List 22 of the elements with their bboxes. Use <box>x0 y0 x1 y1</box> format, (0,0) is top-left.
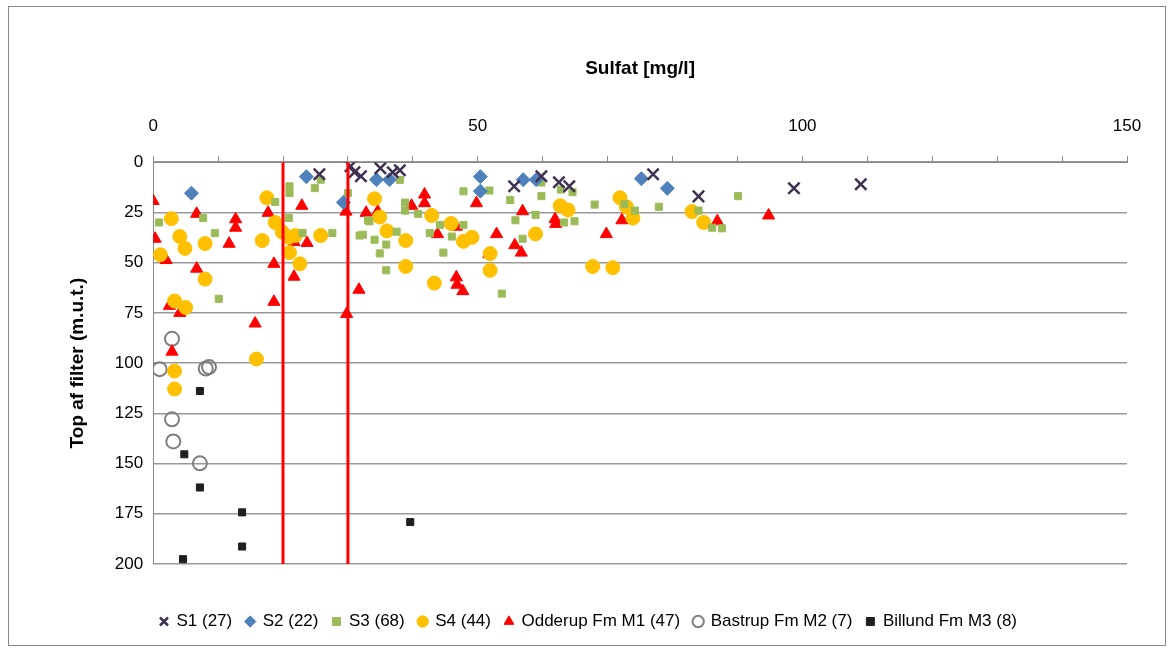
legend-label: S3 (68) <box>348 611 405 631</box>
legend-label: Bastrup Fm M2 (7) <box>710 611 853 631</box>
y-tick-label: 175 <box>114 503 144 523</box>
y-tick-label: 125 <box>114 403 144 423</box>
y-tick-label: 25 <box>124 202 144 222</box>
legend-label: S1 (27) <box>176 611 233 631</box>
y-tick-label: 100 <box>114 352 144 372</box>
y-tick-label: 50 <box>124 252 144 272</box>
y-tick-label: 150 <box>114 453 144 473</box>
y-tick-label: 75 <box>124 302 144 322</box>
legend-label: S2 (22) <box>262 611 319 631</box>
x-tick-label: 0 <box>148 115 158 135</box>
legend-label: Odderup Fm M1 (47) <box>521 611 681 631</box>
legend-label: S4 (44) <box>435 611 491 631</box>
x-tick-label: 150 <box>1112 115 1142 135</box>
x-axis-title: Sulfat [mg/l] <box>585 56 695 78</box>
x-tick-label: 100 <box>788 115 817 135</box>
x-tick-label: 50 <box>468 115 488 135</box>
y-axis-title: Top af filter (m.u.t.) <box>65 277 87 449</box>
y-tick-label: 200 <box>114 553 144 573</box>
legend-label: Billund Fm M3 (8) <box>882 611 1018 631</box>
y-tick-label: 0 <box>133 151 144 171</box>
